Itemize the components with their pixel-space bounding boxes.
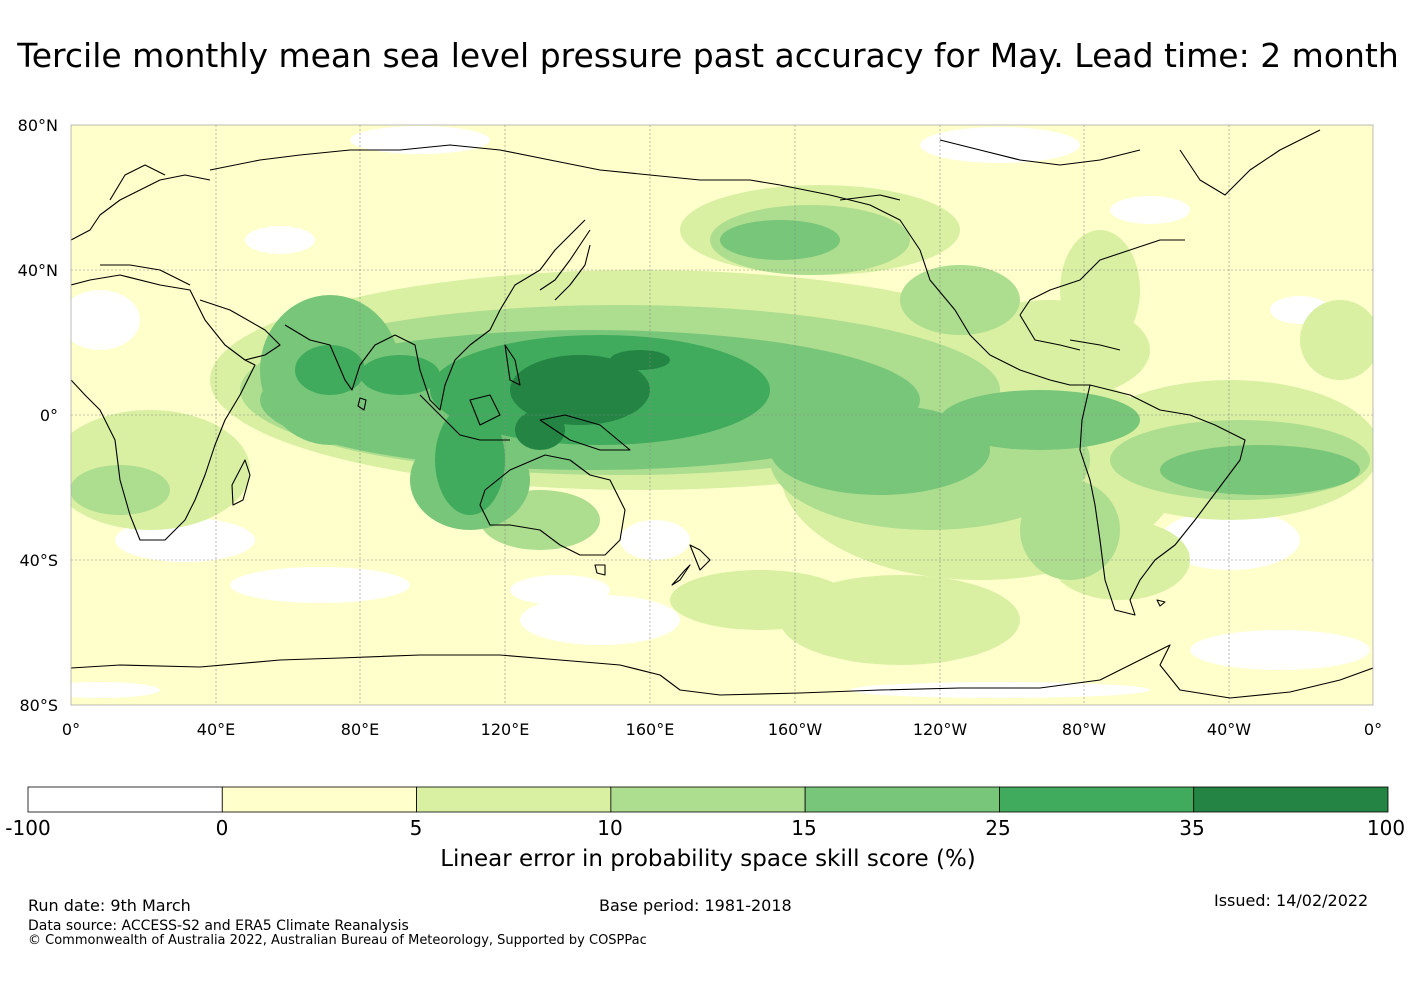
colorbar-swatch: [1193, 786, 1389, 813]
lat-label-0: 0°: [39, 406, 58, 425]
lat-label-80n: 80°N: [17, 116, 58, 135]
colorbar-tick-label: 0: [215, 816, 229, 840]
colorbar-tick-label: 25: [985, 816, 1011, 840]
lon-label-40e: 40°E: [196, 720, 236, 739]
colorbar-tick-label: -100: [5, 816, 51, 840]
colorbar-tick-label: 100: [1366, 816, 1406, 840]
lat-label-40s: 40°S: [19, 551, 58, 570]
issued-date: Issued: 14/02/2022: [1214, 891, 1369, 910]
colorbar-swatch: [804, 786, 1000, 813]
copyright: © Commonwealth of Australia 2022, Austra…: [28, 933, 647, 948]
lon-label-120w: 120°W: [912, 720, 968, 739]
colorbar-swatch: [999, 786, 1195, 813]
lon-label-120e: 120°E: [480, 720, 530, 739]
lon-label-160e: 160°E: [625, 720, 675, 739]
coastlines: [71, 129, 1373, 699]
run-date: Run date: 9th March: [28, 896, 191, 915]
colorbar-label: Linear error in probability space skill …: [440, 846, 976, 872]
lon-label-160w: 160°W: [767, 720, 823, 739]
skill-field: [71, 125, 1373, 705]
lon-label-40w: 40°W: [1206, 720, 1252, 739]
colorbar-swatch: [416, 786, 612, 813]
map-title: Tercile monthly mean sea level pressure …: [17, 36, 1399, 75]
lon-label-0-right: 0°: [1363, 720, 1383, 739]
lat-label-40n: 40°N: [17, 261, 58, 280]
colorbar-tick-label: 15: [791, 816, 817, 840]
colorbar: [27, 786, 1389, 813]
colorbar-swatch: [27, 786, 223, 813]
colorbar-tick-label: 35: [1179, 816, 1205, 840]
colorbar-tick-label: 5: [409, 816, 423, 840]
base-period: Base period: 1981-2018: [599, 896, 792, 915]
lat-label-80s: 80°S: [19, 696, 58, 715]
lon-label-0-left: 0°: [61, 720, 81, 739]
lon-label-80e: 80°E: [340, 720, 380, 739]
colorbar-tick-label: 10: [597, 816, 623, 840]
colorbar-swatch: [610, 786, 806, 813]
lon-label-80w: 80°W: [1061, 720, 1107, 739]
data-source: Data source: ACCESS-S2 and ERA5 Climate …: [28, 918, 409, 934]
graticule: [71, 125, 1373, 705]
colorbar-swatch: [221, 786, 417, 813]
